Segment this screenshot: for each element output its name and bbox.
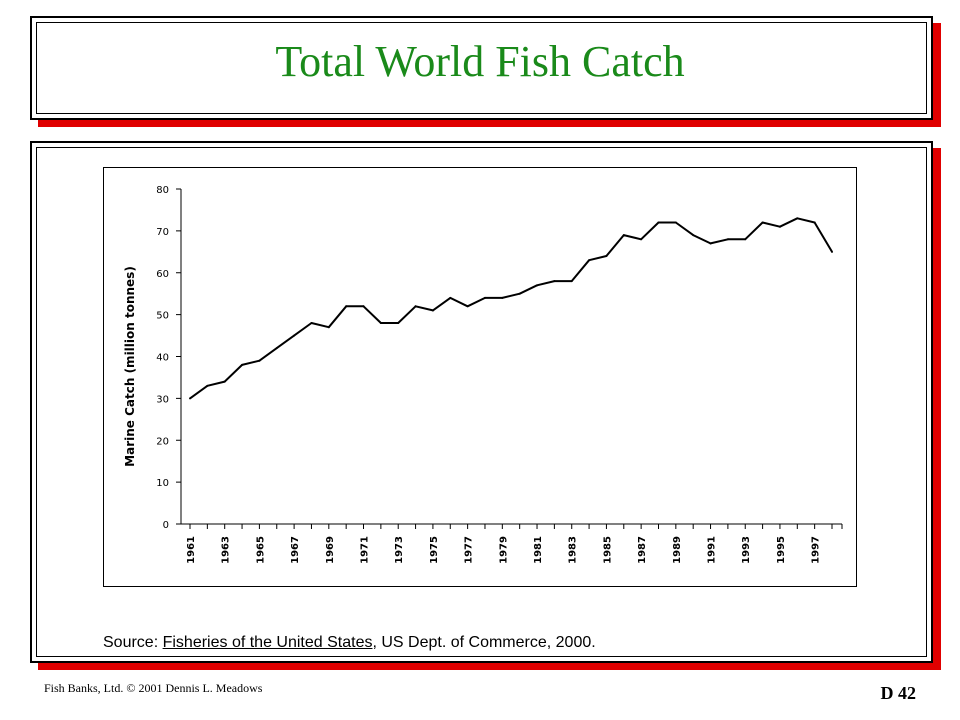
data-point xyxy=(379,322,382,324)
data-point xyxy=(674,221,677,224)
x-tick-label: 1993 xyxy=(741,536,752,564)
series-line xyxy=(189,217,833,400)
data-point xyxy=(813,221,816,224)
data-point xyxy=(293,334,296,337)
data-point xyxy=(501,296,504,299)
data-point xyxy=(640,238,643,241)
x-tick-label: 1961 xyxy=(186,536,197,564)
data-point xyxy=(449,296,452,299)
x-tick-label: 1971 xyxy=(360,536,371,564)
source-rest: , US Dept. of Commerce, 2000. xyxy=(372,634,596,651)
slide-number: D 42 xyxy=(880,683,917,703)
x-tick-label: 1985 xyxy=(602,536,613,564)
footer-copyright: Fish Banks, Ltd. © 2001 Dennis L. Meadow… xyxy=(44,681,263,695)
data-point xyxy=(692,234,695,237)
y-tick-label: 30 xyxy=(156,394,169,405)
y-tick-label: 10 xyxy=(156,478,169,489)
source-title: Fisheries of the United States xyxy=(162,634,373,651)
data-point xyxy=(588,259,591,262)
x-tick-label: 1987 xyxy=(637,536,648,564)
data-point xyxy=(657,221,660,224)
data-point xyxy=(796,217,799,220)
data-point xyxy=(570,280,573,283)
data-point xyxy=(831,250,833,253)
title-panel-inner-border xyxy=(36,22,927,114)
fish-catch-line-chart: 0 10 20 30 40 50 60 70 80 1961 1963 1965 1967 1969 197… xyxy=(123,185,843,564)
x-tick-label: 1963 xyxy=(221,536,232,564)
data-point xyxy=(397,322,400,324)
data-point xyxy=(362,305,365,308)
data-point xyxy=(431,309,434,312)
data-point xyxy=(223,380,226,383)
data-point xyxy=(189,397,191,400)
data-point xyxy=(258,359,261,362)
data-point xyxy=(206,384,209,387)
data-point xyxy=(310,322,313,324)
source-note: Source: Fisheries of the United States, … xyxy=(103,634,596,652)
data-point xyxy=(466,305,469,308)
data-point xyxy=(709,242,712,245)
y-tick-label: 0 xyxy=(163,520,169,531)
x-tick-label: 1989 xyxy=(672,536,683,564)
data-point xyxy=(622,234,625,237)
x-tick-label: 1975 xyxy=(429,536,440,564)
y-tick-label: 50 xyxy=(156,311,169,322)
data-point xyxy=(761,221,764,224)
data-point xyxy=(536,284,539,287)
x-tick-label: 1979 xyxy=(498,536,509,564)
data-point xyxy=(241,363,244,366)
x-tick-label: 1995 xyxy=(776,536,787,564)
x-tick-label: 1967 xyxy=(290,536,301,564)
x-tick-label: 1983 xyxy=(568,536,579,564)
data-point xyxy=(605,255,608,257)
x-tick-label: 1965 xyxy=(255,536,266,564)
x-tick-label: 1977 xyxy=(464,536,475,564)
data-point xyxy=(518,292,521,295)
content-panel-inner-border xyxy=(36,147,927,657)
x-tick-label: 1991 xyxy=(707,536,718,564)
x-tick-label: 1997 xyxy=(811,536,822,564)
data-point xyxy=(744,238,747,241)
y-tick-label: 40 xyxy=(156,353,169,364)
y-tick-label: 70 xyxy=(156,227,169,238)
y-tick-label: 60 xyxy=(156,269,169,280)
y-axis-title: Marine Catch (million tonnes) xyxy=(123,266,137,467)
data-point xyxy=(726,238,729,241)
data-point xyxy=(553,280,556,283)
chart-area: 0 10 20 30 40 50 60 70 80 1961 1963 1965 1967 1969 197… xyxy=(103,167,857,587)
data-point xyxy=(483,296,486,299)
x-tick-label: 1981 xyxy=(533,536,544,564)
title-panel xyxy=(30,16,933,120)
y-tick-label: 80 xyxy=(156,185,169,196)
source-prefix: Source: xyxy=(103,634,163,651)
data-point xyxy=(414,305,417,308)
x-tick-label: 1973 xyxy=(394,536,405,564)
data-point xyxy=(778,225,781,228)
x-tick-label: 1969 xyxy=(325,536,336,564)
y-tick-label: 20 xyxy=(156,436,169,447)
data-point xyxy=(327,326,330,329)
data-point xyxy=(345,305,348,308)
slide-title: Total World Fish Catch xyxy=(275,37,685,86)
data-point xyxy=(275,347,278,350)
